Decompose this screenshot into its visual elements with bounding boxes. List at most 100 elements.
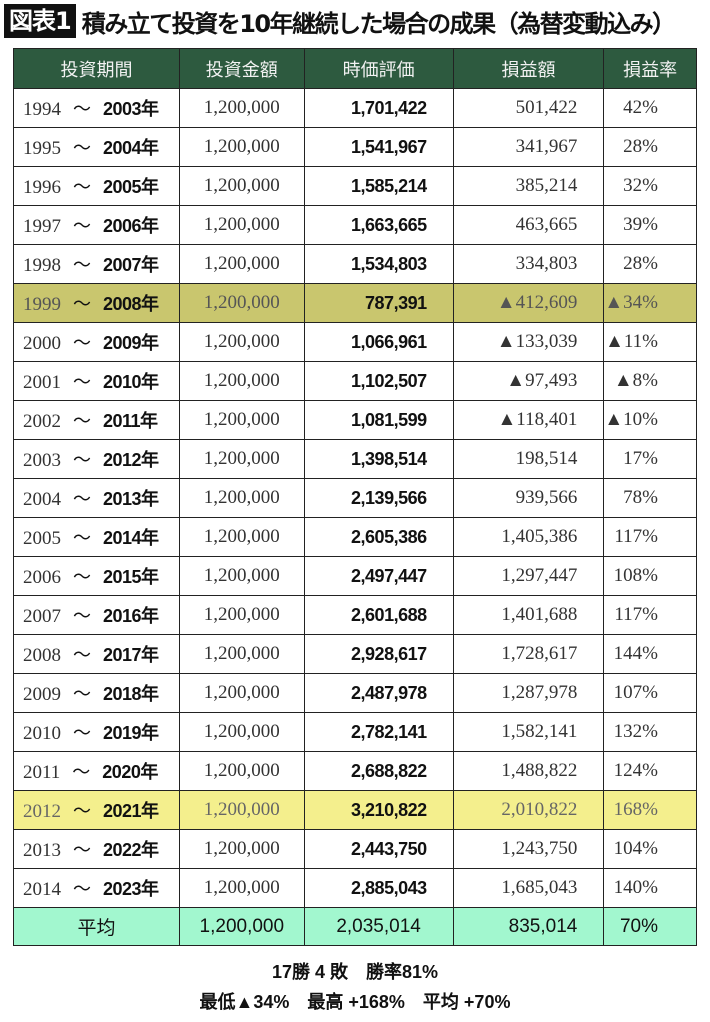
rate-cell: 107% — [603, 673, 697, 713]
market-value-cell: 2,601,688 — [303, 595, 454, 635]
table-row: 2006 ～ 2015年 1,200,000 2,497,447 1,297,447 108… — [12, 556, 697, 596]
market-value-cell: 2,782,141 — [303, 712, 454, 752]
tilde: ～ — [73, 216, 91, 236]
end-year: 2005年 — [103, 177, 159, 197]
end-year: 2014年 — [103, 528, 159, 548]
start-year: 2013 — [23, 840, 61, 861]
tilde: ～ — [73, 840, 91, 860]
investment-cell: 1,200,000 — [179, 829, 305, 869]
rate-cell: 78% — [603, 478, 697, 518]
table-row: 2000 ～ 2009年 1,200,000 1,066,961 ▲133,039 ▲11% — [12, 322, 697, 362]
tilde: ～ — [73, 489, 91, 509]
period-cell: 2005 ～ 2014年 — [12, 517, 181, 557]
end-year: 2004年 — [103, 138, 159, 158]
rate-cell: 28% — [603, 244, 697, 284]
investment-cell: 1,200,000 — [179, 634, 305, 674]
start-year: 1998 — [23, 255, 61, 276]
start-year: 2012 — [23, 801, 61, 822]
tilde: ～ — [73, 567, 91, 587]
period-cell: 1994 ～ 2003年 — [12, 88, 181, 128]
average-rate: 70% — [603, 907, 697, 946]
end-year: 2009年 — [103, 333, 159, 353]
rate-cell: ▲10% — [603, 400, 697, 440]
market-value-cell: 1,701,422 — [303, 88, 454, 128]
gain-cell: 1,685,043 — [452, 868, 605, 908]
gain-cell: ▲118,401 — [452, 400, 605, 440]
period-cell: 2013 ～ 2022年 — [12, 829, 181, 869]
end-year: 2008年 — [103, 294, 159, 314]
end-year: 2010年 — [103, 372, 159, 392]
header-period: 投資期間 — [12, 48, 181, 89]
end-year: 2020年 — [102, 762, 158, 782]
market-value-cell: 2,139,566 — [303, 478, 454, 518]
gain-cell: 939,566 — [452, 478, 605, 518]
gain-cell: 1,728,617 — [452, 634, 605, 674]
tilde: ～ — [73, 528, 91, 548]
results-table: 投資期間 投資金額 時価評価 損益額 損益率 1994 ～ 2003年 1,200,0… — [12, 48, 697, 946]
gain-cell: 2,010,822 — [452, 790, 605, 830]
gain-cell: 1,582,141 — [452, 712, 605, 752]
period-cell: 2004 ～ 2013年 — [12, 478, 181, 518]
end-year: 2003年 — [103, 99, 159, 119]
start-year: 1995 — [23, 138, 61, 159]
tilde: ～ — [73, 255, 91, 275]
market-value-cell: 1,066,961 — [303, 322, 454, 362]
table-row: 1994 ～ 2003年 1,200,000 1,701,422 501,422 42% — [12, 88, 697, 128]
table-row: 1997 ～ 2006年 1,200,000 1,663,665 463,665 39% — [12, 205, 697, 245]
gain-cell: 334,803 — [452, 244, 605, 284]
market-value-cell: 1,541,967 — [303, 127, 454, 167]
average-investment: 1,200,000 — [179, 907, 305, 946]
table-row: 1995 ～ 2004年 1,200,000 1,541,967 341,967 28% — [12, 127, 697, 167]
start-year: 2007 — [23, 606, 61, 627]
table-row: 2013 ～ 2022年 1,200,000 2,443,750 1,243,750 104… — [12, 829, 697, 869]
header-rate: 損益率 — [603, 48, 697, 89]
investment-cell: 1,200,000 — [179, 166, 305, 206]
rate-cell: 39% — [603, 205, 697, 245]
start-year: 2003 — [23, 450, 61, 471]
period-cell: 2006 ～ 2015年 — [12, 556, 181, 596]
tilde: ～ — [73, 684, 91, 704]
rate-cell: 104% — [603, 829, 697, 869]
start-year: 1996 — [23, 177, 61, 198]
tilde: ～ — [73, 372, 91, 392]
summary-record: 17勝 4 敗 勝率81% — [271, 962, 439, 982]
tilde: ～ — [73, 99, 91, 119]
tilde: ～ — [73, 450, 91, 470]
period-cell: 2010 ～ 2019年 — [12, 712, 181, 752]
investment-cell: 1,200,000 — [179, 127, 305, 167]
figure-badge: 図表1 — [4, 4, 76, 38]
tilde: ～ — [73, 294, 91, 314]
average-market-value: 2,035,014 — [303, 907, 454, 946]
gain-cell: 501,422 — [452, 88, 605, 128]
market-value-cell: 2,497,447 — [303, 556, 454, 596]
table-body: 1994 ～ 2003年 1,200,000 1,701,422 501,422 42% 19… — [12, 88, 697, 908]
start-year: 2004 — [23, 489, 61, 510]
rate-cell: 28% — [603, 127, 697, 167]
start-year: 2000 — [23, 333, 61, 354]
end-year: 2012年 — [103, 450, 159, 470]
table-row: 2012 ～ 2021年 1,200,000 3,210,822 2,010,822 168… — [12, 790, 697, 830]
market-value-cell: 1,398,514 — [303, 439, 454, 479]
header-investment: 投資金額 — [179, 48, 305, 89]
start-year: 2006 — [23, 567, 61, 588]
table-row: 2008 ～ 2017年 1,200,000 2,928,617 1,728,617 144… — [12, 634, 697, 674]
start-year: 1999 — [23, 294, 61, 315]
tilde: ～ — [73, 606, 91, 626]
gain-cell: ▲412,609 — [452, 283, 605, 323]
end-year: 2017年 — [103, 645, 159, 665]
gain-cell: 1,287,978 — [452, 673, 605, 713]
table-row: 2009 ～ 2018年 1,200,000 2,487,978 1,287,978 107… — [12, 673, 697, 713]
period-cell: 2000 ～ 2009年 — [12, 322, 181, 362]
rate-cell: 117% — [603, 517, 697, 557]
rate-cell: ▲11% — [603, 322, 697, 362]
rate-cell: 132% — [603, 712, 697, 752]
investment-cell: 1,200,000 — [179, 400, 305, 440]
market-value-cell: 1,081,599 — [303, 400, 454, 440]
market-value-cell: 2,605,386 — [303, 517, 454, 557]
investment-cell: 1,200,000 — [179, 361, 305, 401]
average-row: 平均 1,200,000 2,035,014 835,014 70% — [12, 907, 697, 946]
start-year: 2005 — [23, 528, 61, 549]
figure-title: 図表1 積み立て投資を10年継続した場合の成果（為替変動込み） — [4, 4, 676, 38]
gain-cell: 385,214 — [452, 166, 605, 206]
period-cell: 2014 ～ 2023年 — [12, 868, 181, 908]
